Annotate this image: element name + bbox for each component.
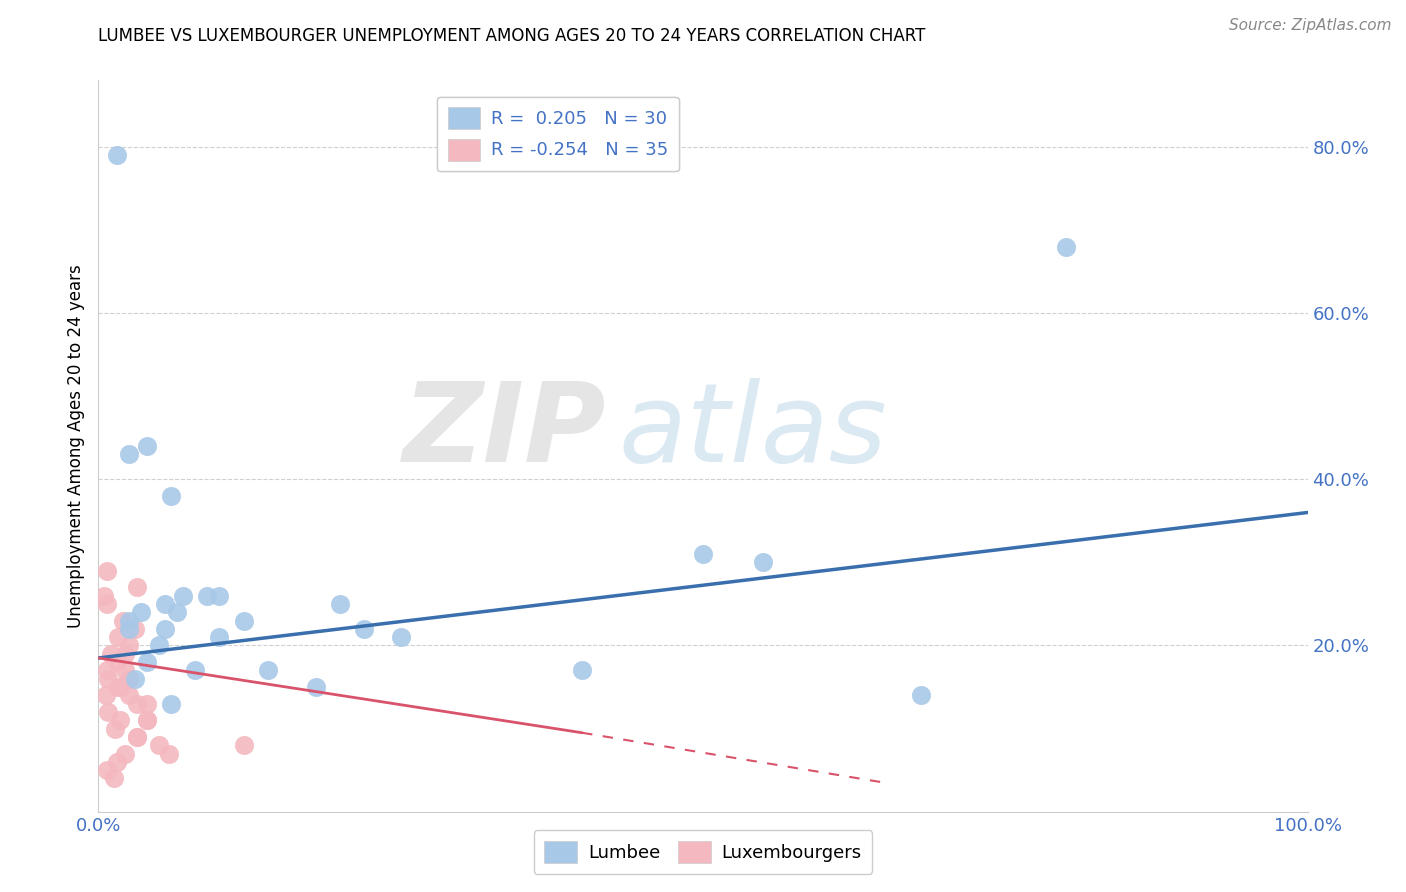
Point <box>1054 239 1077 253</box>
Point <box>329 597 352 611</box>
Point <box>752 555 775 569</box>
Point <box>97 705 120 719</box>
Point <box>104 722 127 736</box>
Point <box>135 697 157 711</box>
Point <box>107 680 129 694</box>
Point <box>256 664 278 678</box>
Point <box>232 738 254 752</box>
Point <box>208 589 231 603</box>
Point <box>100 647 122 661</box>
Point <box>157 747 180 761</box>
Point <box>208 630 231 644</box>
Point <box>135 714 157 728</box>
Point <box>305 680 328 694</box>
Point <box>118 672 141 686</box>
Point <box>135 655 157 669</box>
Point <box>195 589 218 603</box>
Point <box>160 489 183 503</box>
Point <box>94 689 117 703</box>
Point <box>166 605 188 619</box>
Point <box>103 772 125 786</box>
Point <box>93 589 115 603</box>
Point <box>108 714 131 728</box>
Point <box>108 680 131 694</box>
Point <box>571 664 593 678</box>
Point <box>129 605 152 619</box>
Point <box>118 689 141 703</box>
Point <box>105 755 128 769</box>
Point <box>96 763 118 777</box>
Point <box>135 714 157 728</box>
Point <box>96 664 118 678</box>
Point <box>160 697 183 711</box>
Point <box>135 439 157 453</box>
Text: LUMBEE VS LUXEMBOURGER UNEMPLOYMENT AMONG AGES 20 TO 24 YEARS CORRELATION CHART: LUMBEE VS LUXEMBOURGER UNEMPLOYMENT AMON… <box>98 27 925 45</box>
Point <box>353 622 375 636</box>
Point <box>114 664 136 678</box>
Point <box>910 689 932 703</box>
Point <box>148 639 170 653</box>
Point <box>97 672 120 686</box>
Point <box>105 148 128 162</box>
Text: Source: ZipAtlas.com: Source: ZipAtlas.com <box>1229 18 1392 33</box>
Text: atlas: atlas <box>619 378 887 485</box>
Point <box>153 622 176 636</box>
Point <box>118 447 141 461</box>
Point <box>118 614 141 628</box>
Point <box>184 664 207 678</box>
Point <box>107 630 129 644</box>
Y-axis label: Unemployment Among Ages 20 to 24 years: Unemployment Among Ages 20 to 24 years <box>66 264 84 628</box>
Point <box>127 730 149 744</box>
Point <box>692 547 714 561</box>
Point <box>148 738 170 752</box>
Point <box>118 622 141 636</box>
Legend: Lumbee, Luxembourgers: Lumbee, Luxembourgers <box>534 830 872 874</box>
Point <box>105 655 128 669</box>
Point <box>118 639 141 653</box>
Point <box>232 614 254 628</box>
Point <box>124 672 146 686</box>
Point <box>124 622 146 636</box>
Point <box>127 580 149 594</box>
Point <box>114 647 136 661</box>
Point <box>114 747 136 761</box>
Point <box>389 630 412 644</box>
Legend: R =  0.205   N = 30, R = -0.254   N = 35: R = 0.205 N = 30, R = -0.254 N = 35 <box>437 96 679 171</box>
Point <box>127 730 149 744</box>
Text: ZIP: ZIP <box>402 378 606 485</box>
Point <box>153 597 176 611</box>
Point <box>111 614 134 628</box>
Point <box>96 564 118 578</box>
Point <box>127 697 149 711</box>
Point <box>96 597 118 611</box>
Point <box>172 589 194 603</box>
